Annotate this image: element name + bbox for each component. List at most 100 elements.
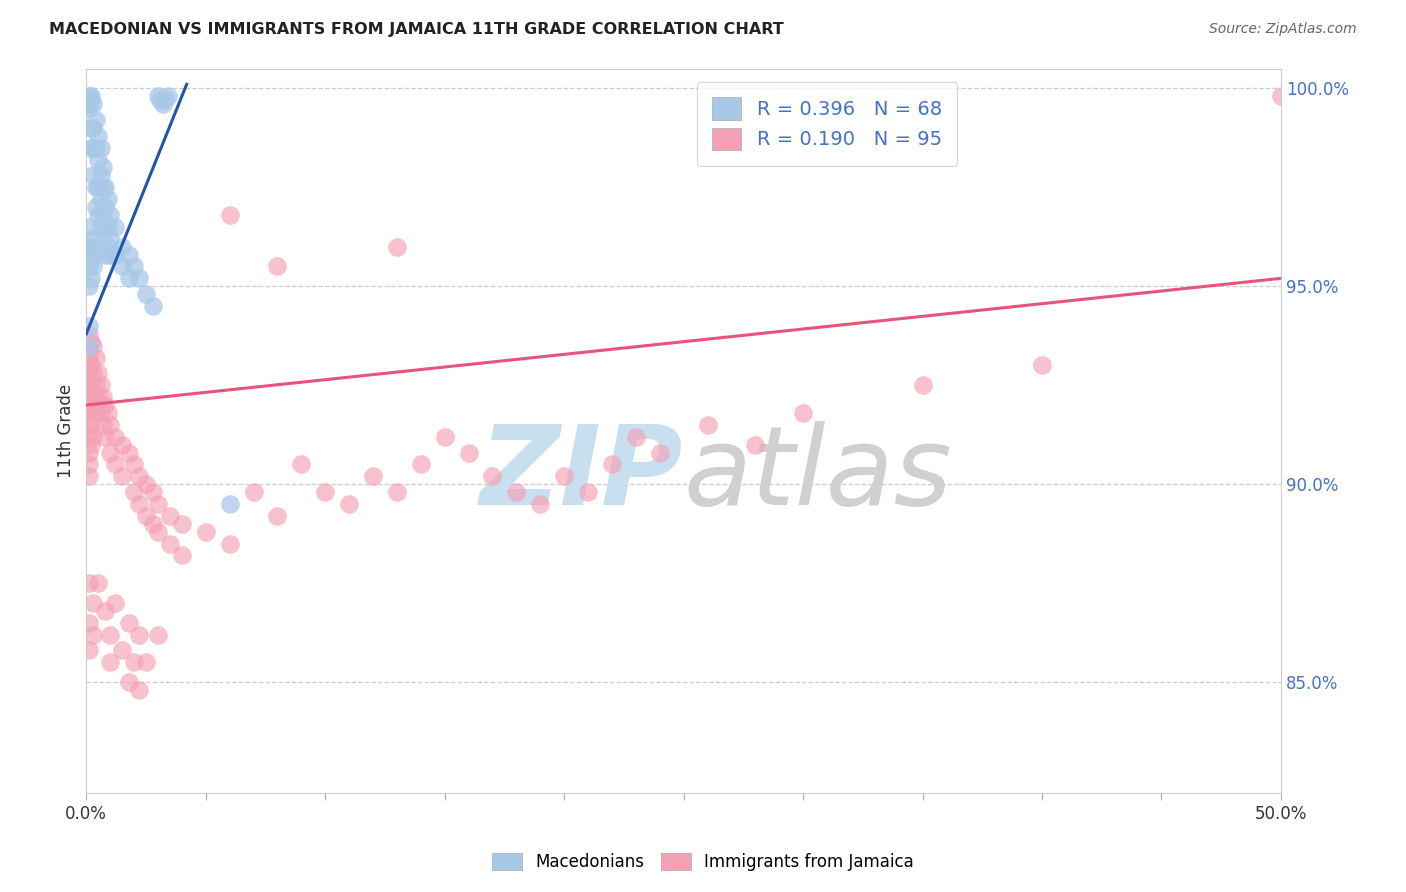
Point (290, 458, 312, 472)
Point (98, 656, 121, 670)
Point (135, 287, 157, 301)
Point (122, 656, 145, 670)
Point (80, 437, 103, 451)
Point (87, 367, 110, 381)
Point (361, 469, 384, 483)
Point (98, 232, 121, 246)
Text: atlas: atlas (683, 421, 952, 528)
Point (98, 208, 121, 222)
Point (152, 97, 174, 112)
Point (505, 485, 527, 500)
Point (481, 469, 503, 483)
Point (77, 390, 100, 404)
Point (82, 338, 104, 352)
Point (744, 437, 766, 451)
Point (94, 180, 117, 194)
Legend: R = 0.396   N = 68, R = 0.190   N = 95: R = 0.396 N = 68, R = 0.190 N = 95 (696, 82, 957, 166)
Point (77, 97, 100, 112)
Point (77, 351, 100, 365)
Point (80, 247, 103, 261)
Point (104, 430, 127, 444)
Point (170, 516, 193, 531)
Point (111, 643, 134, 657)
Point (80, 417, 103, 432)
Point (146, 524, 169, 539)
Point (87, 128, 110, 143)
Point (91, 390, 114, 404)
Point (118, 271, 141, 285)
Point (97, 240, 120, 254)
Point (80, 232, 103, 246)
Point (128, 627, 150, 641)
Point (84, 180, 107, 194)
Point (84, 200, 107, 214)
Point (337, 497, 360, 511)
Point (128, 683, 150, 698)
Point (135, 508, 157, 523)
Point (142, 485, 165, 500)
Point (142, 516, 165, 531)
Point (77, 338, 100, 352)
Point (87, 153, 110, 167)
Point (142, 299, 165, 313)
Point (111, 469, 134, 483)
Point (87, 576, 110, 591)
Point (77, 469, 100, 483)
Point (82, 240, 104, 254)
Point (98, 417, 121, 432)
Point (94, 200, 117, 214)
Point (77, 576, 100, 591)
Point (90, 219, 112, 234)
Point (94, 604, 117, 618)
Point (1270, 89, 1292, 103)
Point (94, 430, 117, 444)
Point (409, 458, 432, 472)
Point (911, 378, 934, 392)
Point (82, 627, 104, 641)
Point (84, 378, 107, 392)
Point (118, 247, 141, 261)
Point (80, 93, 103, 107)
Point (696, 417, 718, 432)
Point (153, 93, 176, 107)
Point (600, 458, 623, 472)
Point (77, 430, 100, 444)
Point (553, 469, 575, 483)
Point (77, 93, 100, 107)
Point (122, 485, 145, 500)
Point (135, 477, 157, 491)
Point (159, 536, 181, 550)
Point (122, 260, 145, 274)
Point (266, 260, 288, 274)
Point (91, 208, 114, 222)
Point (77, 367, 100, 381)
Point (77, 326, 100, 341)
Point (77, 378, 100, 392)
Point (111, 240, 134, 254)
Point (87, 208, 110, 222)
Point (77, 240, 100, 254)
Point (111, 260, 134, 274)
Point (128, 497, 150, 511)
Point (82, 141, 104, 155)
Point (194, 524, 217, 539)
Point (77, 101, 100, 115)
Point (91, 417, 114, 432)
Point (91, 232, 114, 246)
Point (433, 430, 456, 444)
Point (80, 378, 103, 392)
Point (82, 120, 104, 135)
Point (104, 596, 127, 610)
Point (77, 219, 100, 234)
Point (457, 445, 479, 459)
Point (218, 208, 240, 222)
Point (159, 508, 181, 523)
Point (576, 485, 599, 500)
Point (118, 675, 141, 690)
Point (84, 113, 107, 128)
Point (104, 247, 127, 261)
Point (90, 378, 112, 392)
Point (146, 627, 169, 641)
Point (80, 334, 103, 349)
Point (111, 437, 134, 451)
